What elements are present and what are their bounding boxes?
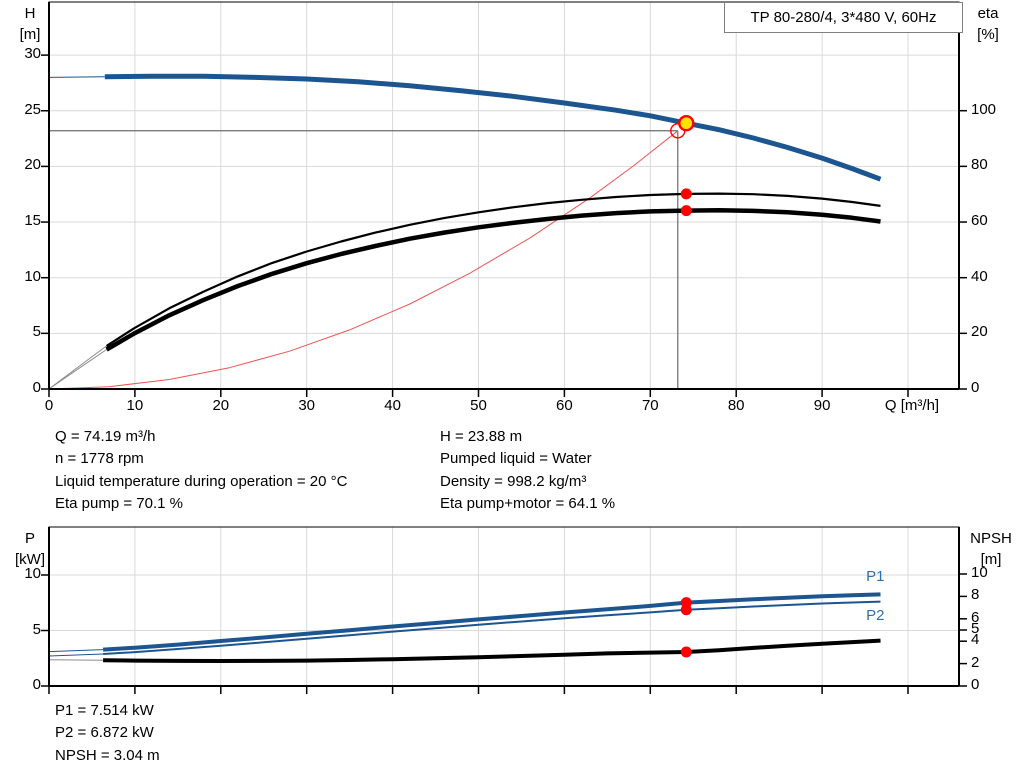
head-axis-title-line2: [m] — [19, 26, 41, 43]
eta-pump-motor-point-marker — [680, 205, 692, 217]
power-axis-title: P [kW] — [8, 528, 52, 570]
power-npsh-info: P1 = 7.514 kW P2 = 6.872 kW NPSH = 3.04 m — [55, 700, 160, 767]
info-line: Eta pump+motor = 64.1 % — [440, 495, 616, 513]
info-line: P2 = 6.872 kW — [55, 724, 154, 742]
npsh-curve — [103, 638, 881, 663]
head-axis-title: H [m] — [10, 3, 50, 45]
eta-axis-title: eta [%] — [964, 3, 1012, 45]
eta-axis-title-line2: [%] — [977, 26, 999, 43]
p2-point-marker — [680, 604, 692, 616]
npsh-point-marker — [680, 646, 692, 658]
npsh-axis-title-line2: [m] — [980, 551, 1002, 568]
p2-curve — [103, 600, 881, 655]
duty-point-marker[interactable] — [678, 115, 695, 132]
info-line: n = 1778 rpm — [55, 450, 144, 468]
power-axis-title-line2: [kW] — [15, 551, 45, 568]
info-line: P1 = 7.514 kW — [55, 702, 154, 719]
eta-pump-point-marker — [680, 188, 692, 200]
npsh-curve-extension — [48, 659, 104, 661]
info-line: Liquid temperature during operation = 20… — [55, 472, 348, 490]
eta-axis-title-line1: eta — [977, 5, 999, 22]
info-line: Eta pump = 70.1 % — [55, 495, 183, 513]
info-line: H = 23.88 m — [440, 428, 523, 445]
head-curve — [104, 73, 882, 182]
operating-point-info-right: H = 23.88 m Pumped liquid = Water Density … — [440, 426, 615, 516]
info-line: Density = 998.2 kg/m³ — [440, 472, 587, 490]
npsh-axis-title-line1: NPSH — [970, 530, 1012, 547]
eta-pump-motor-curve — [105, 208, 881, 352]
info-line: Q = 74.19 m³/h — [55, 428, 156, 445]
head-axis-title-line1: H — [24, 5, 36, 22]
eta-pump-curve-extension — [48, 345, 107, 390]
p2-curve-extension — [48, 653, 104, 657]
pump-type-title: TP 80-280/4, 3*480 V, 60Hz — [724, 2, 963, 33]
p1-curve — [102, 592, 881, 652]
power-axis-title-line1: P — [24, 530, 35, 547]
system-curve — [48, 130, 679, 390]
eta-pump-curve — [106, 192, 881, 347]
flow-axis-unit-label: Q [m³/h] — [884, 397, 940, 414]
p1-curve-extension — [48, 649, 104, 653]
npsh-axis-title: NPSH [m] — [962, 528, 1020, 570]
head-curve-extension — [48, 76, 105, 78]
operating-point-info-left: Q = 74.19 m³/h n = 1778 rpm Liquid tempera… — [55, 426, 347, 516]
info-line: Pumped liquid = Water — [440, 450, 592, 468]
info-line: NPSH = 3.04 m — [55, 746, 160, 764]
